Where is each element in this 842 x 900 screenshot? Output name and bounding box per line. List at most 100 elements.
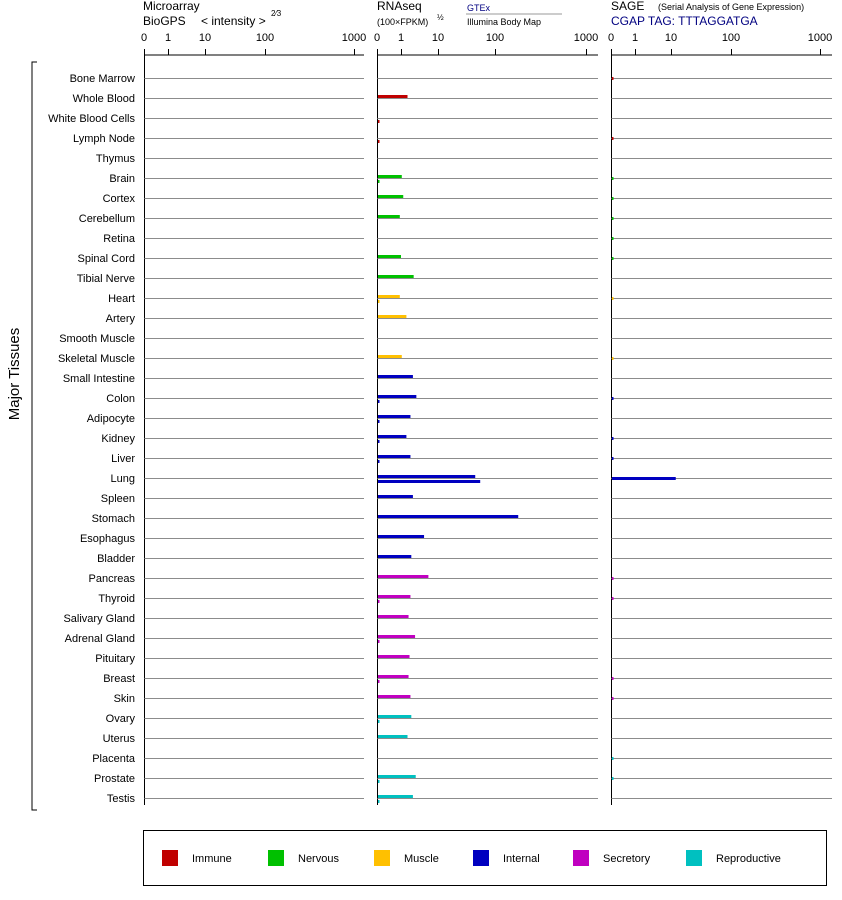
bar-gtex (378, 695, 411, 698)
bar-illumina-body-map (378, 140, 380, 143)
tissue-label: Placenta (92, 753, 136, 765)
bar-sage (612, 237, 614, 240)
bar-gtex (378, 275, 414, 278)
tissue-label: Thymus (96, 153, 136, 165)
bar-gtex (378, 315, 407, 318)
rnaseq-exponent: ½ (437, 13, 444, 22)
bar-illumina-body-map (378, 800, 380, 803)
bar-gtex (378, 195, 404, 198)
tissue-label: Thyroid (98, 593, 135, 605)
rnaseq-tick-label: 10 (432, 32, 444, 44)
bar-sage (612, 177, 614, 180)
tissue-label: Cerebellum (79, 213, 135, 225)
bar-gtex (378, 575, 429, 578)
legend-label: Internal (503, 853, 540, 865)
bar-illumina-body-map (378, 720, 380, 723)
bar-gtex (378, 255, 401, 258)
sage-tick-label: 100 (722, 32, 740, 44)
rnaseq-source-gtex: GTEx (467, 3, 491, 13)
tissue-label: Retina (103, 233, 136, 245)
bar-illumina-body-map (378, 640, 380, 643)
bar-sage (612, 577, 614, 580)
bar-gtex (378, 555, 412, 558)
tissue-label: Whole Blood (73, 93, 135, 105)
sage-tag-label: CGAP TAG: TTTAGGATGA (611, 14, 758, 28)
tissue-label: Salivary Gland (63, 613, 135, 625)
bar-sage (612, 677, 614, 680)
bar-illumina-body-map (378, 400, 380, 403)
legend-box (143, 830, 827, 886)
bar-gtex (378, 215, 400, 218)
bar-gtex (378, 515, 519, 518)
microarray-tick-label: 100 (256, 32, 274, 44)
bar-sage (612, 457, 614, 460)
tissue-label: Skin (114, 693, 135, 705)
rnaseq-source-illumina: Illumina Body Map (467, 17, 541, 27)
rnaseq-subtitle: (100×FPKM) (377, 17, 428, 27)
bar-illumina-body-map (378, 680, 380, 683)
legend-label: Secretory (603, 853, 651, 865)
bar-illumina-body-map (378, 180, 380, 183)
bar-sage (612, 297, 614, 300)
bar-sage (612, 437, 614, 440)
rnaseq-tick-label: 1 (398, 32, 404, 44)
tissue-label: White Blood Cells (48, 113, 135, 125)
tissue-label: Skeletal Muscle (58, 353, 135, 365)
tissue-label: Liver (111, 453, 135, 465)
sage-title: SAGE (611, 0, 644, 13)
bar-sage (612, 257, 614, 260)
bar-gtex (378, 655, 410, 658)
tissue-label: Adrenal Gland (65, 633, 135, 645)
legend-swatch (686, 850, 702, 866)
bar-gtex (378, 375, 413, 378)
bar-illumina-body-map (378, 460, 380, 463)
legend-label: Reproductive (716, 853, 781, 865)
tissue-label: Adipocyte (87, 413, 135, 425)
legend-swatch (573, 850, 589, 866)
sage-tick-label: 0 (608, 32, 614, 44)
microarray-tick-label: 1 (165, 32, 171, 44)
legend-swatch (374, 850, 390, 866)
tissue-label: Breast (103, 673, 135, 685)
tissue-label: Pancreas (89, 573, 136, 585)
bar-gtex (378, 675, 409, 678)
bar-illumina-body-map (378, 600, 380, 603)
tissue-label: Stomach (92, 513, 135, 525)
bar-sage (612, 757, 614, 760)
sage-tick-label: 10 (665, 32, 677, 44)
rnaseq-title: RNAseq (377, 0, 422, 13)
bar-sage (612, 397, 614, 400)
tissue-label: Lymph Node (73, 133, 135, 145)
microarray-tick-label: 0 (141, 32, 147, 44)
bar-sage (612, 477, 676, 480)
bar-gtex (378, 715, 412, 718)
tissue-label: Colon (106, 393, 135, 405)
legend-swatch (268, 850, 284, 866)
tissue-label: Bladder (97, 553, 135, 565)
bar-gtex (378, 735, 408, 738)
tissue-label: Lung (111, 473, 135, 485)
bar-sage (612, 597, 614, 600)
legend-swatch (162, 850, 178, 866)
bar-sage (612, 137, 614, 140)
microarray-measure: < intensity > (201, 14, 266, 28)
bar-illumina-body-map (378, 440, 380, 443)
tissue-label: Heart (108, 293, 135, 305)
sage-subtitle: (Serial Analysis of Gene Expression) (658, 2, 804, 12)
legend-swatch (473, 850, 489, 866)
bar-gtex (378, 595, 411, 598)
bar-illumina-body-map (378, 120, 380, 123)
bar-gtex (378, 95, 408, 98)
tissue-label: Prostate (94, 773, 135, 785)
bar-gtex (378, 535, 425, 538)
tissue-label: Ovary (106, 713, 136, 725)
rnaseq-tick-label: 1000 (574, 32, 598, 44)
bar-gtex (378, 775, 416, 778)
sage-tick-label: 1000 (808, 32, 832, 44)
bar-gtex (378, 355, 402, 358)
tissue-label: Spleen (101, 493, 135, 505)
sage-tick-label: 1 (632, 32, 638, 44)
bar-gtex (378, 455, 411, 458)
bar-gtex (378, 795, 413, 798)
microarray-tick-label: 1000 (342, 32, 366, 44)
